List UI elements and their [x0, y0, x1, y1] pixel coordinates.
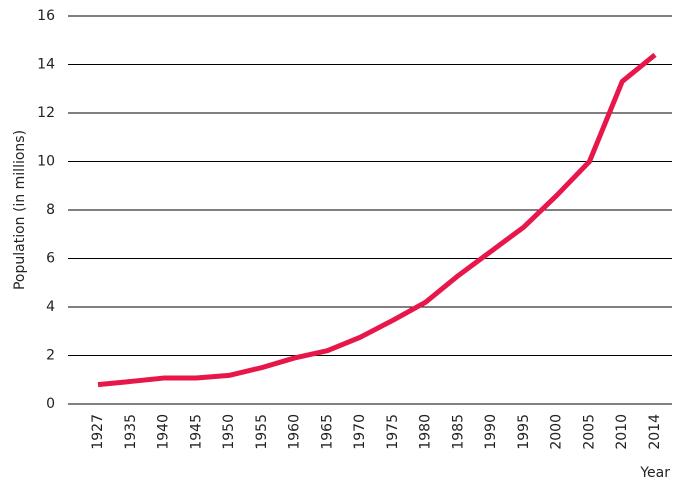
x-tick-label: 2014: [647, 414, 663, 450]
y-axis-label: Population (in millions): [12, 130, 28, 290]
x-tick-label: 1970: [352, 414, 368, 450]
y-tick-label: 14: [37, 57, 55, 73]
y-tick-label: 12: [37, 105, 55, 121]
y-tick-label: 0: [46, 396, 55, 412]
y-tick-label: 4: [46, 299, 55, 315]
x-tick-label: 1985: [450, 414, 466, 450]
y-tick-label: 16: [37, 8, 55, 24]
y-tick-label: 10: [37, 154, 55, 170]
x-tick-label: 2005: [581, 414, 597, 450]
x-tick-label: 1945: [188, 414, 204, 450]
x-tick-label: 1990: [483, 414, 499, 450]
y-tick-label: 2: [46, 348, 55, 364]
x-tick-label: 1935: [123, 414, 139, 450]
data-line: [97, 52, 657, 388]
x-axis-label: Year: [639, 465, 670, 481]
x-tick-label: 1927: [90, 414, 106, 450]
x-tick-label: 1955: [254, 414, 270, 450]
x-tick-label: 1950: [221, 414, 237, 450]
x-tick-label: 1965: [319, 414, 335, 450]
x-tick-label: 2010: [614, 414, 630, 450]
y-tick-label: 8: [46, 202, 55, 218]
x-tick-label: 1960: [287, 414, 303, 450]
x-tick-label: 2000: [549, 414, 565, 450]
x-tick-label: 1940: [156, 414, 172, 450]
x-tick-label: 1995: [516, 414, 532, 450]
x-tick-label: 1980: [418, 414, 434, 450]
y-tick-label: 6: [46, 251, 55, 267]
x-tick-label: 1975: [385, 414, 401, 450]
